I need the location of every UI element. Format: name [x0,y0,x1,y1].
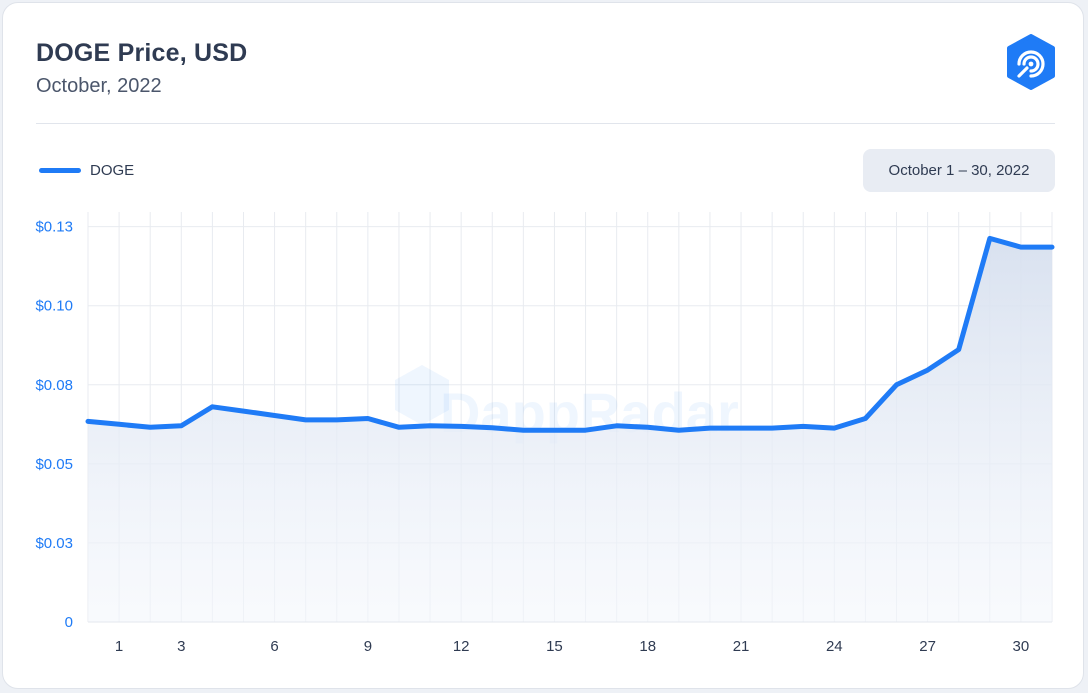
x-tick-label: 1 [115,638,123,655]
x-tick-label: 15 [546,638,563,655]
x-tick-label: 21 [733,638,750,655]
legend-label-doge: DOGE [90,161,135,179]
chart-subtitle: October, 2022 [36,75,162,97]
x-tick-label: 27 [919,638,936,655]
watermark-logo-icon [395,365,449,425]
y-tick-label: $0.08 [35,377,73,394]
x-tick-label: 9 [364,638,372,655]
series-line-doge [85,235,1055,433]
date-range-button[interactable]: October 1 – 30, 2022 [863,149,1055,192]
legend[interactable]: DOGE [39,159,134,181]
x-tick-label: 24 [826,638,843,655]
x-tick-label: 3 [177,638,185,655]
y-tick-label: $0.10 [35,298,73,315]
x-tick-label: 12 [453,638,470,655]
chart-title: DOGE Price, USD [36,39,248,67]
header-divider [36,123,1055,124]
x-tick-label: 30 [1013,638,1030,655]
x-tick-label: 18 [639,638,656,655]
x-tick-label: 6 [270,638,278,655]
y-tick-label: $0.03 [35,535,73,552]
y-tick-label: 0 [65,614,73,631]
y-tick-label: $0.13 [35,219,73,236]
dappradar-logo-icon[interactable] [1003,34,1059,90]
legend-swatch-doge [39,167,81,173]
y-tick-label: $0.05 [35,456,73,473]
